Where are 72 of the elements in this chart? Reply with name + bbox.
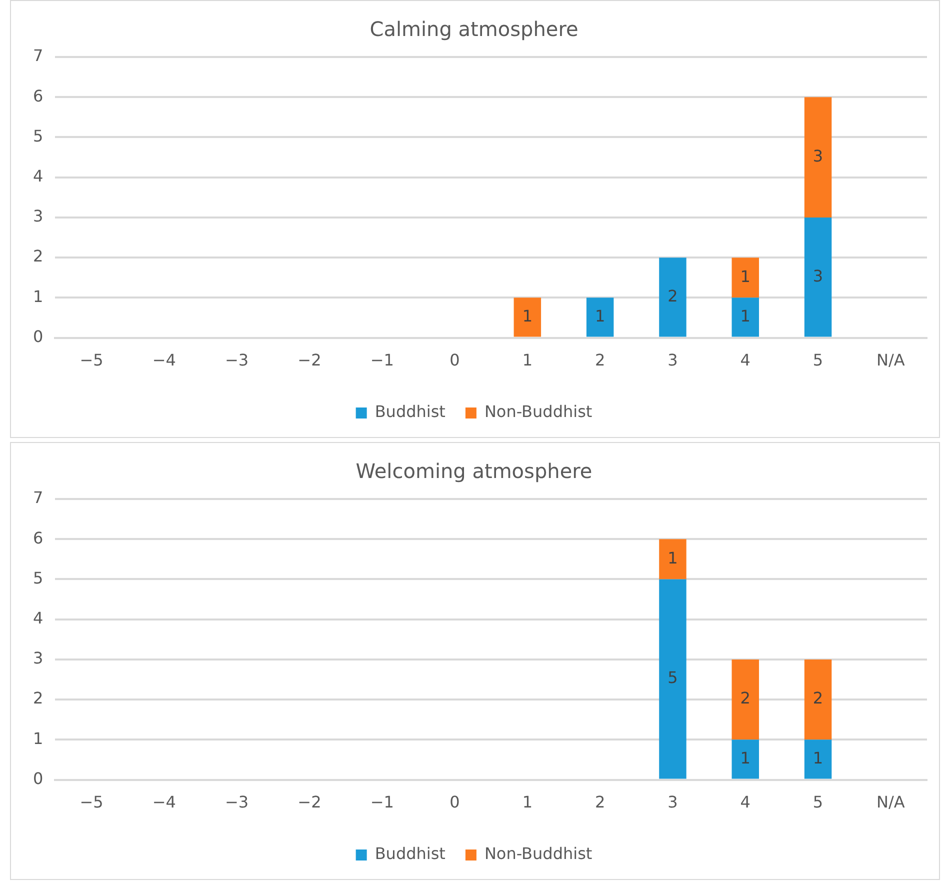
bar bbox=[804, 740, 832, 779]
data-label: 2 bbox=[668, 286, 678, 306]
bar bbox=[732, 258, 759, 298]
chart-title: Welcoming atmosphere bbox=[356, 459, 592, 484]
data-label: 1 bbox=[594, 306, 606, 326]
x-tick-label: 1 bbox=[522, 350, 533, 370]
y-tick-label: 4 bbox=[32, 608, 44, 628]
data-label: 2 bbox=[812, 688, 824, 708]
data-label: 1 bbox=[740, 306, 750, 326]
bar bbox=[586, 298, 614, 337]
y-tick-label: 7 bbox=[32, 46, 44, 66]
bar bbox=[804, 97, 832, 218]
bar bbox=[732, 298, 759, 337]
x-tick-label: 2 bbox=[594, 350, 606, 370]
data-label: 5 bbox=[668, 668, 678, 688]
x-tick-label: 0 bbox=[450, 792, 460, 812]
x-tick-label: −3 bbox=[225, 350, 249, 370]
y-tick-label: 5 bbox=[32, 126, 44, 146]
y-tick-label: 2 bbox=[32, 246, 44, 266]
y-tick-label: 5 bbox=[32, 568, 44, 588]
legend-label: Non-Buddhist bbox=[484, 844, 592, 864]
x-tick-label: 5 bbox=[812, 792, 824, 812]
y-tick-label: 7 bbox=[32, 488, 44, 508]
x-tick-label: −2 bbox=[298, 350, 322, 370]
x-tick-label: 4 bbox=[740, 792, 750, 812]
y-tick-label: 0 bbox=[32, 768, 44, 788]
legend-label: Buddhist bbox=[374, 844, 446, 864]
bar bbox=[659, 539, 686, 580]
data-label: 1 bbox=[740, 266, 750, 286]
x-tick-label: N/A bbox=[876, 792, 905, 812]
y-tick-label: 3 bbox=[32, 206, 44, 226]
x-tick-label: 4 bbox=[740, 350, 750, 370]
y-tick-label: 3 bbox=[32, 648, 44, 668]
chart-title: Calming atmosphere bbox=[370, 17, 578, 42]
x-tick-label: −5 bbox=[80, 792, 104, 812]
data-label: 1 bbox=[740, 748, 750, 768]
x-tick-label: 5 bbox=[812, 350, 824, 370]
data-label: 3 bbox=[812, 146, 824, 166]
x-tick-label: −2 bbox=[298, 792, 322, 812]
x-tick-label: 3 bbox=[668, 792, 678, 812]
y-tick-label: 6 bbox=[32, 86, 44, 106]
data-label: 2 bbox=[740, 688, 750, 708]
y-tick-label: 2 bbox=[32, 688, 44, 708]
x-tick-label: −1 bbox=[370, 792, 394, 812]
bar bbox=[659, 579, 686, 779]
bar bbox=[732, 740, 759, 779]
x-tick-label: −5 bbox=[80, 350, 104, 370]
x-tick-label: 3 bbox=[668, 350, 678, 370]
bar bbox=[804, 217, 832, 337]
x-tick-label: N/A bbox=[876, 350, 905, 370]
bar bbox=[514, 298, 542, 337]
x-tick-label: −4 bbox=[152, 350, 176, 370]
x-tick-label: −1 bbox=[370, 350, 394, 370]
y-tick-label: 1 bbox=[32, 286, 44, 306]
data-label: 3 bbox=[812, 266, 824, 286]
x-tick-label: −4 bbox=[152, 792, 176, 812]
data-label: 1 bbox=[668, 548, 678, 568]
x-tick-label: 2 bbox=[594, 792, 606, 812]
y-tick-label: 6 bbox=[32, 528, 44, 548]
data-label: 1 bbox=[522, 306, 533, 326]
x-tick-label: 0 bbox=[450, 350, 460, 370]
x-tick-label: 1 bbox=[522, 792, 533, 812]
y-tick-label: 1 bbox=[32, 728, 44, 748]
legend-label: Non-Buddhist bbox=[484, 402, 592, 422]
y-tick-label: 4 bbox=[32, 166, 44, 186]
data-label: 1 bbox=[812, 748, 824, 768]
x-tick-label: −3 bbox=[225, 792, 249, 812]
bar bbox=[804, 659, 832, 740]
bar bbox=[659, 258, 686, 337]
bar bbox=[732, 659, 759, 740]
legend-label: Buddhist bbox=[374, 402, 446, 422]
y-tick-label: 0 bbox=[32, 326, 44, 346]
